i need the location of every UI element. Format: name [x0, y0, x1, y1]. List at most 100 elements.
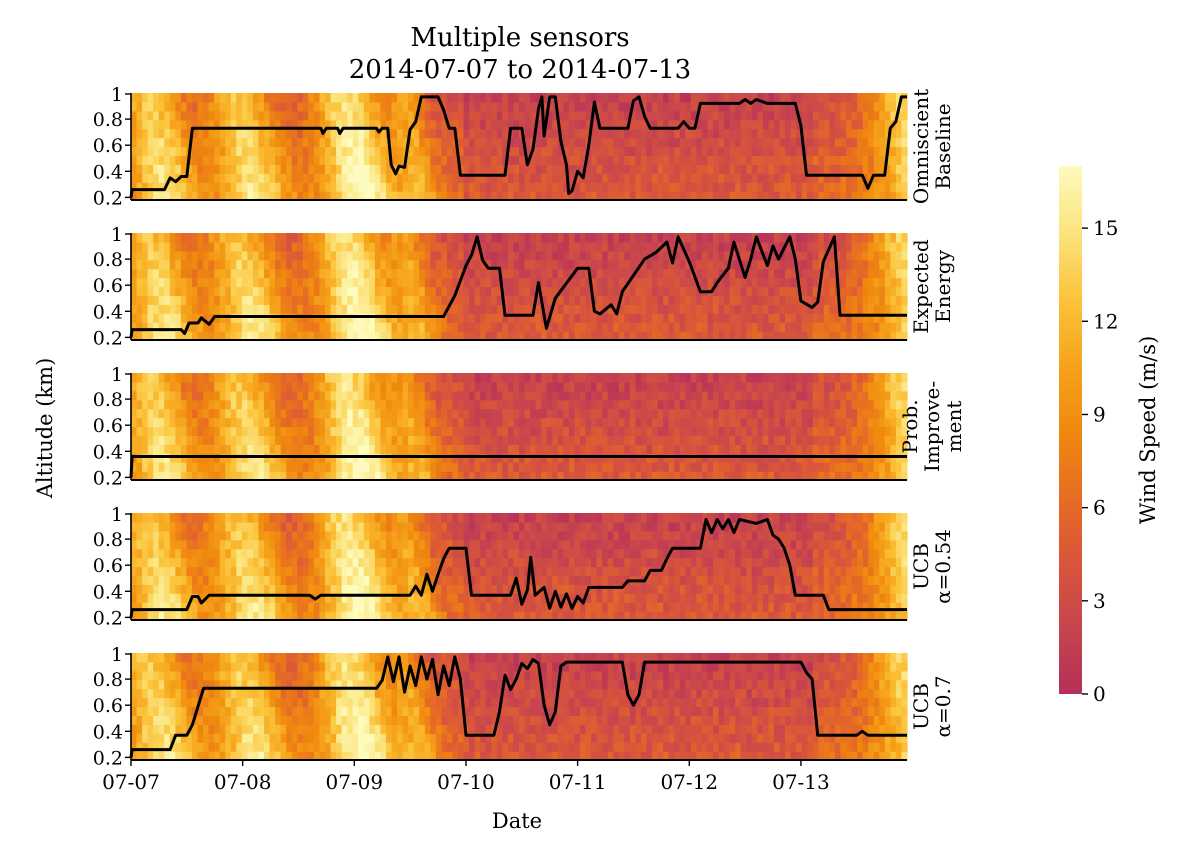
- heatmap-cell: [558, 322, 564, 332]
- heatmap-cell: [602, 111, 608, 121]
- heatmap-cell: [436, 444, 442, 454]
- heatmap-cell: [436, 129, 442, 139]
- heatmap-cell: [818, 382, 824, 392]
- heatmap-cell: [719, 173, 725, 183]
- heatmap-cell: [386, 242, 392, 252]
- heatmap-cell: [691, 313, 697, 323]
- heatmap-cell: [386, 173, 392, 183]
- heatmap-cell: [308, 129, 314, 139]
- heatmap-cell: [752, 435, 758, 445]
- heatmap-cell: [541, 435, 547, 445]
- heatmap-cell: [852, 260, 858, 270]
- heatmap-cell: [253, 155, 259, 165]
- heatmap-cell: [741, 164, 747, 174]
- heatmap-cell: [658, 138, 664, 148]
- heatmap-cell: [336, 182, 342, 192]
- heatmap-cell: [408, 173, 414, 183]
- heatmap-cell: [785, 269, 791, 279]
- heatmap-cell: [475, 164, 481, 174]
- heatmap-cell: [829, 322, 835, 332]
- heatmap-cell: [364, 304, 370, 314]
- heatmap-cell: [452, 313, 458, 323]
- heatmap-cell: [192, 313, 198, 323]
- heatmap-cell: [364, 435, 370, 445]
- heatmap-cell: [342, 427, 348, 437]
- heatmap-cell: [552, 373, 558, 383]
- heatmap-cell: [369, 164, 375, 174]
- heatmap-cell: [170, 120, 176, 130]
- heatmap-cell: [397, 155, 403, 165]
- heatmap-cell: [890, 233, 896, 243]
- heatmap-cell: [630, 182, 636, 192]
- heatmap-cell: [491, 233, 497, 243]
- heatmap-cell: [613, 322, 619, 332]
- heatmap-cell: [386, 260, 392, 270]
- heatmap-cell: [774, 462, 780, 472]
- heatmap-cell: [835, 322, 841, 332]
- heatmap-cell: [536, 444, 542, 454]
- heatmap-cell: [297, 373, 303, 383]
- heatmap-cell: [624, 382, 630, 392]
- heatmap-cell: [829, 120, 835, 130]
- heatmap-cell: [802, 462, 808, 472]
- heatmap-cell: [702, 400, 708, 410]
- heatmap-cell: [624, 444, 630, 454]
- heatmap-cell: [386, 382, 392, 392]
- heatmap-cell: [220, 278, 226, 288]
- heatmap-cell: [602, 409, 608, 419]
- heatmap-cell: [863, 287, 869, 297]
- heatmap-cell: [768, 129, 774, 139]
- heatmap-cell: [768, 313, 774, 323]
- heatmap-cell: [530, 382, 536, 392]
- heatmap-cell: [181, 462, 187, 472]
- heatmap-cell: [768, 182, 774, 192]
- heatmap-cell: [696, 462, 702, 472]
- heatmap-cell: [458, 313, 464, 323]
- heatmap-cell: [275, 435, 281, 445]
- heatmap-cell: [392, 322, 398, 332]
- heatmap-cell: [586, 400, 592, 410]
- heatmap-cell: [175, 129, 181, 139]
- heatmap-cell: [220, 400, 226, 410]
- heatmap-cell: [513, 453, 519, 463]
- heatmap-cell: [397, 409, 403, 419]
- heatmap-cell: [707, 427, 713, 437]
- heatmap-cell: [619, 260, 625, 270]
- heatmap-cell: [702, 155, 708, 165]
- heatmap-cell: [519, 173, 525, 183]
- heatmap-cell: [591, 138, 597, 148]
- heatmap-cell: [602, 147, 608, 157]
- heatmap-cell: [314, 260, 320, 270]
- heatmap-cell: [807, 93, 813, 103]
- heatmap-cell: [713, 173, 719, 183]
- heatmap-cell: [441, 233, 447, 243]
- heatmap-cell: [824, 155, 830, 165]
- heatmap-cell: [768, 322, 774, 332]
- heatmap-cell: [658, 444, 664, 454]
- heatmap-cell: [608, 93, 614, 103]
- heatmap-cell: [724, 444, 730, 454]
- heatmap-cell: [369, 409, 375, 419]
- heatmap-cell: [541, 147, 547, 157]
- heatmap-cell: [314, 435, 320, 445]
- heatmap-cell: [297, 260, 303, 270]
- heatmap-cell: [236, 304, 242, 314]
- heatmap-cell: [719, 138, 725, 148]
- heatmap-cell: [741, 129, 747, 139]
- heatmap-cell: [774, 409, 780, 419]
- heatmap-cell: [192, 382, 198, 392]
- heatmap-cell: [331, 93, 337, 103]
- heatmap-cell: [297, 138, 303, 148]
- heatmap-cell: [802, 418, 808, 428]
- heatmap-cell: [436, 427, 442, 437]
- heatmap-cell: [785, 173, 791, 183]
- heatmap-cell: [774, 400, 780, 410]
- heatmap-cell: [153, 373, 159, 383]
- heatmap-cell: [680, 322, 686, 332]
- heatmap-cell: [502, 418, 508, 428]
- heatmap-cell: [813, 164, 819, 174]
- heatmap-cell: [425, 242, 431, 252]
- heatmap-cell: [663, 409, 669, 419]
- heatmap-cell: [513, 147, 519, 157]
- heatmap-cell: [840, 120, 846, 130]
